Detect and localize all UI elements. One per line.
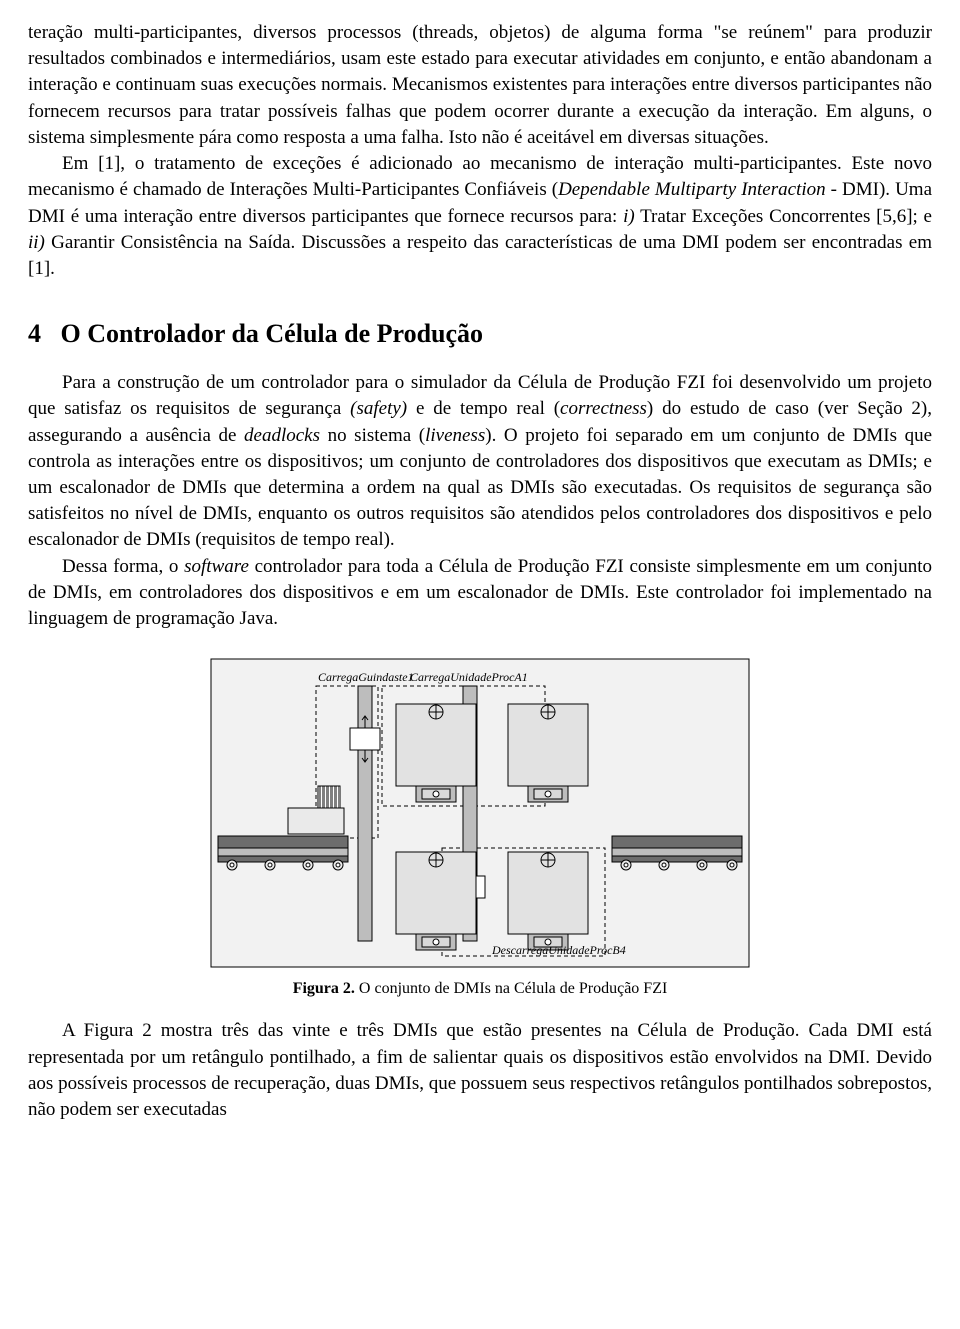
section-number: 4 [28, 319, 41, 348]
p2-b: Dependable Multiparty Interaction [558, 179, 826, 200]
p2-g: Garantir Consistência na Saída. Discussõ… [28, 232, 932, 279]
figure-2-caption: Figura 2. O conjunto de DMIs na Célula d… [210, 978, 750, 1000]
p2-d: i) [623, 206, 635, 227]
figure-2: CarregaGuindaste1 CarregaUnidadeProcA1 D… [210, 658, 750, 1000]
caption-bold: Figura 2. [293, 980, 355, 997]
label-crane: CarregaGuindaste1 [318, 670, 414, 684]
paragraph-1: teração multi-participantes, diversos pr… [28, 20, 932, 151]
p3-d: correctness [560, 398, 647, 419]
section-heading: 4 O Controlador da Célula de Produção [28, 316, 932, 352]
paragraph-5: A Figura 2 mostra três das vinte e três … [28, 1018, 932, 1123]
p3-c: e de tempo real ( [407, 398, 560, 419]
p4-a: Dessa forma, o [62, 556, 184, 577]
p3-g: no sistema ( [320, 425, 425, 446]
figure-2-svg: CarregaGuindaste1 CarregaUnidadeProcA1 D… [210, 658, 750, 968]
p2-e: Tratar Exceções Concorrentes [5,6]; e [635, 206, 932, 227]
caption-rest: O conjunto de DMIs na Célula de Produção… [355, 980, 667, 997]
label-load: CarregaUnidadeProcA1 [410, 670, 528, 684]
p4-b: software [184, 556, 249, 577]
p2-f: ii) [28, 232, 45, 253]
paragraph-4: Dessa forma, o software controlador para… [28, 554, 932, 633]
label-unload: DescarregaUnidadeProcB4 [491, 943, 626, 957]
section-title: O Controlador da Célula de Produção [61, 319, 484, 348]
p3-h: liveness [425, 425, 485, 446]
p3-b: (safety) [350, 398, 407, 419]
paragraph-2: Em [1], o tratamento de exceções é adici… [28, 151, 932, 282]
p3-f: deadlocks [244, 425, 320, 446]
paragraph-3: Para a construção de um controlador para… [28, 370, 932, 554]
